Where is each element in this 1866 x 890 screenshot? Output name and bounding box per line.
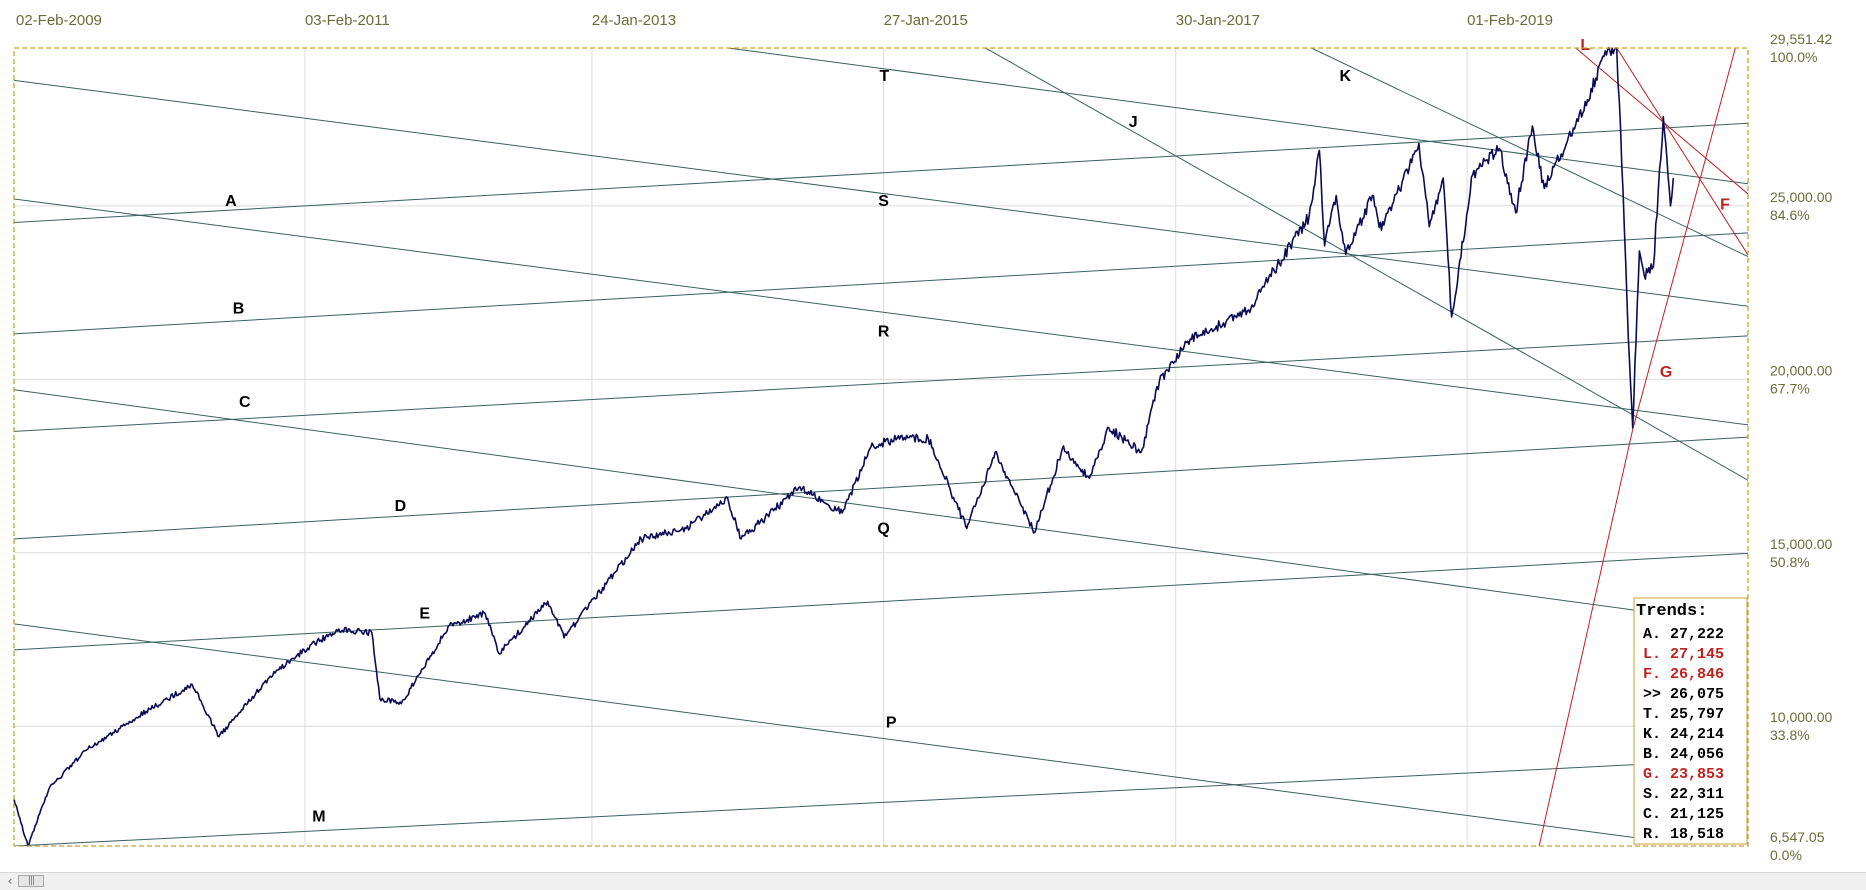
trends-legend: Trends: A. 27,222 L. 27,145 F. 26,846 >> 26,… (1633, 597, 1748, 845)
legend-row: C. 21,125 (1643, 806, 1724, 823)
legend-row: A. 27,222 (1643, 626, 1724, 643)
trend-label-p: P (886, 715, 897, 732)
trend-line-a (14, 122, 1748, 224)
trend-line-m (14, 758, 1748, 846)
legend-row: R. 18,518 (1643, 826, 1724, 843)
trend-label-l: L (1580, 37, 1590, 54)
trend-lines (14, 48, 1748, 846)
legend-row: G. 23,853 (1643, 766, 1724, 783)
legend-row: S. 22,311 (1643, 786, 1724, 803)
legend-title: Trends: (1636, 602, 1707, 621)
trend-label-s: S (878, 193, 889, 210)
trend-line-f (1616, 48, 1748, 256)
y-percent-tick-label: 67.7% (1770, 380, 1810, 396)
trend-line-s (14, 79, 1748, 307)
trend-label-j: J (1129, 114, 1138, 131)
x-axis: 02-Feb-2009 03-Feb-2011 24-Jan-2013 27-Jan-… (16, 12, 1553, 29)
trend-line-b (14, 232, 1748, 335)
trend-line-d (14, 436, 1748, 540)
trend-line-l (1575, 48, 1748, 195)
y-percent-tick-label: 84.6% (1770, 207, 1810, 223)
price-line (13, 46, 1675, 847)
x-tick-label: 30-Jan-2017 (1176, 12, 1260, 29)
y-price-tick-label: 29,551.42 (1770, 31, 1832, 47)
trend-line-r (14, 198, 1748, 426)
trend-line-e (14, 552, 1748, 651)
grid-lines (14, 48, 1748, 846)
trend-line-j (985, 48, 1748, 481)
legend-row: B. 24,056 (1643, 746, 1724, 763)
legend-row: T. 25,797 (1643, 706, 1724, 723)
x-tick-label: 01-Feb-2019 (1467, 12, 1553, 29)
y-price-tick-label: 6,547.05 (1770, 829, 1825, 845)
plot-frame (13, 47, 1749, 847)
trend-label-k: K (1340, 68, 1352, 85)
y-percent-tick-label: 0.0% (1770, 847, 1802, 863)
chevron-left-icon[interactable]: ‹ (7, 874, 13, 888)
trend-line-labels: A B C D E M T S R Q P J K L F G (225, 37, 1730, 826)
trend-label-a: A (225, 193, 237, 210)
trend-label-c: C (239, 394, 251, 411)
legend-row: K. 24,214 (1643, 726, 1724, 743)
trend-label-g: G (1660, 364, 1672, 381)
legend-row: F. 26,846 (1643, 666, 1724, 683)
y-price-tick-label: 15,000.00 (1770, 536, 1832, 552)
legend-box (1633, 597, 1748, 845)
x-tick-label: 27-Jan-2015 (884, 12, 968, 29)
y-percent-tick-label: 50.8% (1770, 554, 1810, 570)
trend-line-g (1632, 48, 1736, 430)
horizontal-scrollbar[interactable]: ‹ ||| (0, 872, 1866, 890)
y-axis: 29,551.42 100.0% 25,000.00 84.6% 20,000.00 67… (1770, 31, 1832, 863)
legend-row: L. 27,145 (1643, 646, 1724, 663)
y-percent-tick-label: 100.0% (1770, 49, 1817, 65)
price-series (13, 46, 1675, 847)
scrollbar-thumb[interactable]: ||| (18, 875, 44, 887)
y-price-tick-label: 20,000.00 (1770, 362, 1832, 378)
y-percent-tick-label: 33.8% (1770, 727, 1810, 743)
trend-label-m: M (312, 809, 325, 826)
y-price-tick-label: 10,000.00 (1770, 709, 1832, 725)
trend-label-d: D (395, 498, 407, 515)
legend-row: >> 26,075 (1643, 686, 1724, 703)
trend-line-k (1311, 48, 1748, 258)
trend-label-t: T (880, 68, 890, 85)
trend-line-p (14, 623, 1685, 845)
trend-chart: 02-Feb-2009 03-Feb-2011 24-Jan-2013 27-Jan-… (13, 12, 1832, 863)
trend-line-t (727, 48, 1748, 185)
trend-label-e: E (419, 606, 430, 623)
trend-label-r: R (878, 324, 890, 341)
trend-line-q (14, 389, 1685, 618)
y-price-tick-label: 25,000.00 (1770, 189, 1832, 205)
x-tick-label: 02-Feb-2009 (16, 12, 102, 29)
trend-label-b: B (233, 300, 245, 317)
trend-line-g-lower (1538, 429, 1634, 846)
trend-line-c (14, 335, 1748, 432)
trend-label-q: Q (877, 521, 889, 538)
x-tick-label: 03-Feb-2011 (305, 12, 390, 29)
x-tick-label: 24-Jan-2013 (592, 12, 676, 29)
trend-label-f: F (1720, 196, 1730, 213)
